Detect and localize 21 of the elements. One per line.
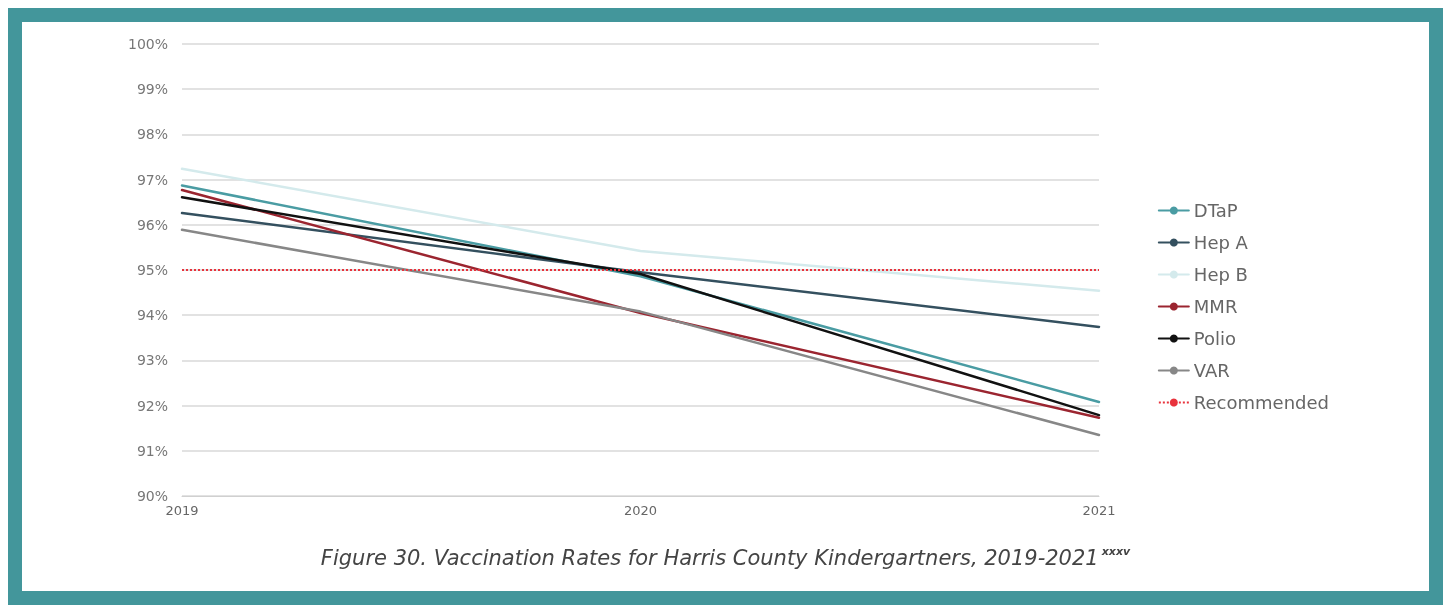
legend-label: Hep A xyxy=(1193,232,1249,253)
y-tick-label: 98% xyxy=(136,126,168,143)
x-tick-label: 2021 xyxy=(1082,503,1116,518)
y-tick-label: 95% xyxy=(136,262,168,278)
y-tick-label: 93% xyxy=(136,352,168,369)
legend-label: Hep B xyxy=(1193,264,1248,285)
y-tick-label: 92% xyxy=(136,397,168,414)
y-tick-label: 99% xyxy=(136,81,168,98)
legend-label: DTaP xyxy=(1193,200,1238,221)
y-tick-label: 94% xyxy=(136,307,168,324)
legend-label: Recommended xyxy=(1193,392,1330,413)
legend-label: Polio xyxy=(1193,328,1237,349)
legend-label: VAR xyxy=(1193,360,1230,381)
y-tick-label: 90% xyxy=(136,488,168,504)
x-tick-label: 2019 xyxy=(165,503,199,518)
legend-label: MMR xyxy=(1193,296,1238,317)
y-tick-label: 100% xyxy=(127,36,168,52)
y-tick-label: 97% xyxy=(136,171,168,188)
y-tick-label: 91% xyxy=(136,442,168,459)
x-tick-label: 2020 xyxy=(623,503,658,518)
y-tick-label: 96% xyxy=(136,216,168,233)
